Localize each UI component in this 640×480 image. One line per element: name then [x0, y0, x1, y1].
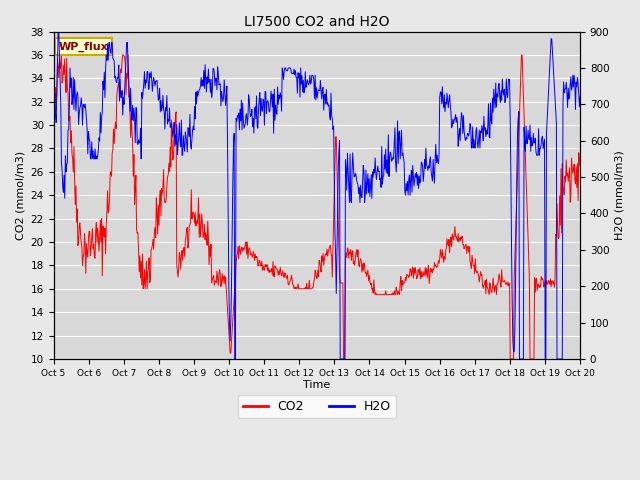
CO2 [451, 232, 458, 238]
H2O [231, 356, 239, 362]
H2O [451, 117, 458, 123]
CO2 [50, 129, 58, 134]
X-axis label: Time: Time [303, 381, 330, 390]
H2O [356, 182, 364, 188]
Legend: CO2, H2O: CO2, H2O [237, 395, 396, 418]
CO2 [371, 288, 378, 293]
H2O [371, 170, 378, 176]
H2O [50, 120, 58, 126]
Y-axis label: CO2 (mmol/m3): CO2 (mmol/m3) [15, 151, 25, 240]
Text: WP_flux: WP_flux [59, 41, 109, 52]
CO2 [504, 283, 512, 288]
CO2 [83, 241, 90, 247]
Line: H2O: H2O [54, 32, 580, 359]
CO2 [387, 292, 394, 298]
Title: LI7500 CO2 and H2O: LI7500 CO2 and H2O [244, 15, 390, 29]
CO2 [58, 52, 65, 58]
H2O [83, 116, 90, 122]
CO2 [340, 356, 348, 362]
Y-axis label: H2O (mmol/m3): H2O (mmol/m3) [615, 150, 625, 240]
H2O [387, 149, 394, 155]
CO2 [356, 256, 364, 262]
H2O [54, 29, 62, 35]
H2O [504, 80, 512, 85]
H2O [576, 94, 584, 99]
CO2 [576, 164, 584, 169]
Line: CO2: CO2 [54, 55, 580, 359]
